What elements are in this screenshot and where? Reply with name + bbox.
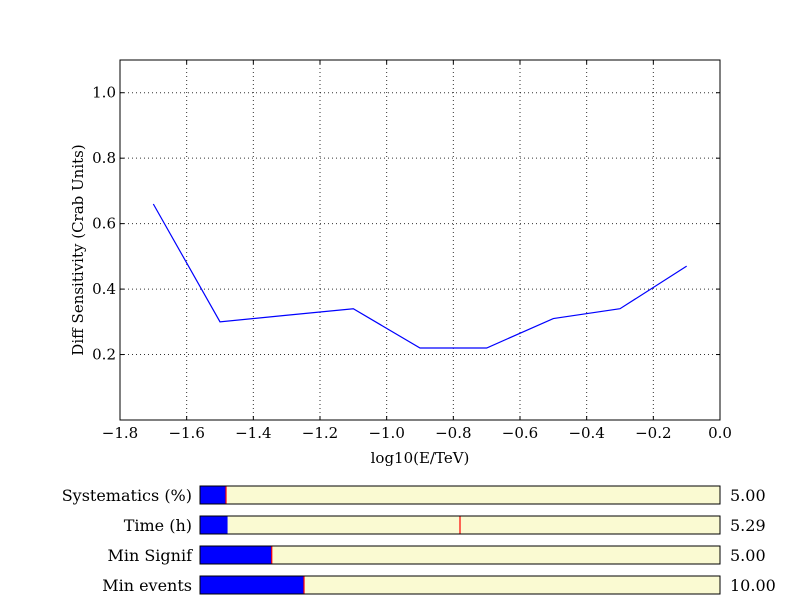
slider-fill[interactable] [200,516,228,534]
x-tick-label: −0.6 [502,424,538,442]
slider-track[interactable] [200,576,720,594]
x-tick-label: 0.0 [708,424,732,442]
slider-track[interactable] [200,546,720,564]
y-tick-label: 0.8 [92,149,116,167]
slider-border [199,575,721,595]
slider-track[interactable] [200,486,720,504]
y-tick-label: 0.6 [92,215,116,233]
slider-row: Min events 10.00 [102,575,776,595]
plot-frame [119,59,721,421]
y-tick-label: 0.2 [92,346,116,364]
x-tick-label: −1.6 [168,424,204,442]
slider-label: Min Signif [107,546,193,565]
slider-fill[interactable] [200,486,226,504]
x-tick-label: −0.2 [635,424,671,442]
plot-area: −1.8 −1.6 −1.4 −1.2 −1.0 −0.8 −0.6 −0.4 −0.2 0.0 0… [69,59,732,467]
y-tick-label: 0.4 [92,280,116,298]
slider-fill[interactable] [200,576,304,594]
x-tick-label: −1.2 [302,424,338,442]
slider-label: Time (h) [124,516,192,535]
slider-row: Systematics (%) 5.00 [62,485,766,505]
slider-value: 5.00 [730,486,766,505]
slider-row: Min Signif 5.00 [107,545,766,565]
slider-border [199,515,721,535]
y-axis-label: Diff Sensitivity (Crab Units) [69,144,87,355]
slider-panel: Systematics (%) 5.00 Time (h) 5.29 Min Signi… [62,485,776,595]
x-tick-label: −1.8 [102,424,138,442]
x-tick-label: −0.8 [435,424,471,442]
plot-background [120,60,720,420]
x-axis-label: log10(E/TeV) [371,449,470,467]
slider-border [199,485,721,505]
slider-label: Systematics (%) [62,486,192,505]
slider-value: 5.29 [730,516,766,535]
x-tick-label: −1.4 [235,424,271,442]
slider-fill[interactable] [200,546,272,564]
slider-border [199,545,721,565]
slider-value: 10.00 [730,576,776,595]
x-tick-label: −1.0 [368,424,404,442]
y-tick-label: 1.0 [92,84,116,102]
slider-label: Min events [102,576,192,595]
x-tick-label: −0.4 [568,424,604,442]
slider-row: Time (h) 5.29 [124,515,766,535]
slider-value: 5.00 [730,546,766,565]
